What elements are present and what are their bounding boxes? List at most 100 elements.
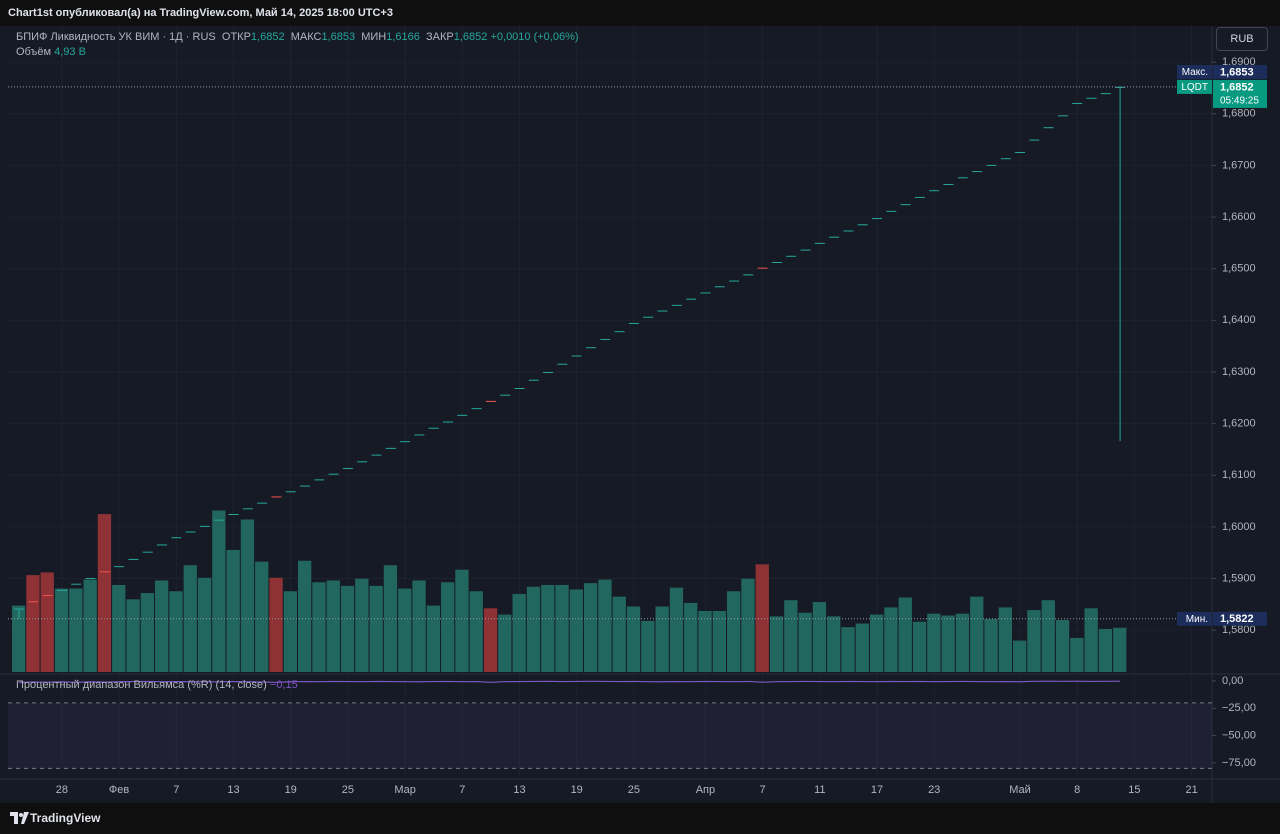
- volume-bar: [812, 602, 827, 672]
- volume-bar: [197, 577, 212, 672]
- x-tick-label: 8: [1074, 784, 1080, 796]
- volume-bar: [340, 585, 355, 672]
- volume-bar: [626, 606, 641, 672]
- change: +0,0010 (+0,06%): [490, 31, 579, 43]
- volume-bar: [226, 549, 240, 672]
- volume-bar: [684, 602, 698, 672]
- candle-body: [814, 242, 825, 244]
- volume-bar: [483, 608, 498, 672]
- x-tick-label: 13: [513, 784, 525, 796]
- candle-body: [957, 177, 968, 179]
- ohlc-value: 1,6852: [453, 31, 488, 43]
- y-tick-label: 1,6100: [1222, 469, 1256, 481]
- indicator-legend: Процентный диапазон Вильямса (%R) (14, c…: [16, 679, 298, 691]
- y-tick-label: 1,6600: [1222, 211, 1256, 223]
- candle-body: [800, 249, 811, 251]
- legend-row: Объём 4,93 B: [16, 45, 579, 60]
- volume-bar: [870, 614, 884, 672]
- x-tick-label: 13: [227, 784, 239, 796]
- price-label-box: [1213, 64, 1267, 79]
- volume-bar: [455, 569, 469, 672]
- price-label-name: Мин.: [1186, 614, 1208, 625]
- volume-bar: [927, 613, 941, 672]
- candle-body: [671, 304, 682, 306]
- candle-body: [242, 508, 253, 510]
- ohlc-name: МАКС: [290, 31, 322, 43]
- candle-body: [857, 224, 868, 226]
- candle-body: [85, 578, 96, 580]
- volume-bar: [955, 613, 970, 672]
- volume-bar: [755, 564, 769, 672]
- candle-body: [786, 255, 797, 257]
- volume-bar: [255, 561, 269, 672]
- footer: TradingView: [0, 803, 1280, 834]
- volume-bar: [12, 605, 26, 672]
- candle-body: [972, 171, 983, 173]
- indicator-last: −0,15: [269, 679, 298, 691]
- price-label-name: Макс.: [1182, 67, 1208, 78]
- volume-bar: [83, 579, 97, 672]
- candle-body: [1072, 102, 1083, 104]
- volume-bar: [312, 582, 326, 672]
- candle-body: [400, 441, 411, 443]
- candle-body: [443, 421, 453, 423]
- candle-body: [14, 608, 24, 610]
- candle-body: [56, 589, 67, 591]
- candle-body: [271, 496, 282, 498]
- x-tick-label: Фев: [109, 784, 129, 796]
- candle-body: [471, 408, 482, 410]
- candle-body: [428, 427, 439, 429]
- candle-body: [99, 571, 110, 573]
- x-tick-label: 21: [1185, 784, 1197, 796]
- candle-body: [257, 502, 268, 504]
- volume-bar: [912, 621, 927, 672]
- x-tick-label: 7: [173, 784, 179, 796]
- candle-body: [571, 355, 582, 357]
- volume-bar: [398, 588, 412, 672]
- candle-body: [743, 274, 754, 276]
- volume-bar: [526, 586, 541, 672]
- candle-body: [71, 583, 82, 585]
- price-label-box: [1213, 611, 1267, 626]
- price-label-name: LQDT: [1181, 82, 1208, 93]
- indicator-name: Процентный диапазон Вильямса (%R) (14, c…: [16, 679, 267, 691]
- candle-body: [114, 566, 125, 568]
- candle-body: [729, 280, 739, 282]
- candle-body: [371, 454, 382, 456]
- volume-bar: [727, 591, 741, 672]
- ohlc-name: ЗАКР: [426, 31, 454, 43]
- volume-bar: [54, 588, 69, 672]
- candle-body: [929, 190, 940, 192]
- volume-bar: [441, 582, 455, 672]
- candle-body: [228, 513, 239, 515]
- candle-body: [285, 491, 296, 493]
- volume-bar: [1013, 640, 1027, 672]
- price-label-name-box: [1177, 64, 1212, 79]
- volume-bar: [126, 599, 140, 672]
- volume-bar: [769, 616, 784, 672]
- volume-bar: [712, 610, 726, 672]
- volume-bar: [884, 607, 898, 672]
- y-tick-label: −25,00: [1222, 702, 1256, 714]
- volume-bar: [355, 578, 369, 672]
- volume-bar: [183, 565, 197, 672]
- ohlc-value: 1,6166: [386, 31, 420, 43]
- volume-bar: [641, 620, 655, 672]
- currency-button[interactable]: RUB: [1216, 27, 1268, 51]
- candle-body: [28, 601, 39, 603]
- volume-bar: [169, 591, 183, 672]
- price-label-value: 1,6853: [1220, 66, 1254, 78]
- volume-bar: [283, 591, 297, 672]
- volume-bar: [698, 610, 712, 672]
- price-label-countdown: 05:49:25: [1220, 96, 1259, 107]
- candle-body: [843, 230, 854, 232]
- candle-body: [700, 292, 711, 294]
- y-tick-label: −50,00: [1222, 730, 1256, 742]
- volume-bar: [426, 605, 440, 672]
- candle-body: [986, 164, 997, 166]
- ohlc-value: 1,6853: [321, 31, 356, 43]
- candle-body: [600, 338, 611, 340]
- y-tick-label: 1,5900: [1222, 572, 1256, 584]
- candle-body: [714, 286, 725, 288]
- volume-bar: [383, 565, 398, 672]
